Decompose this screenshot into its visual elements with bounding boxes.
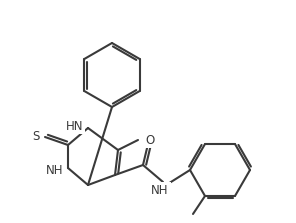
Text: NH: NH: [46, 163, 63, 176]
Text: O: O: [145, 134, 155, 147]
Text: S: S: [33, 130, 40, 143]
Text: HN: HN: [65, 120, 83, 132]
Text: NH: NH: [151, 184, 169, 196]
